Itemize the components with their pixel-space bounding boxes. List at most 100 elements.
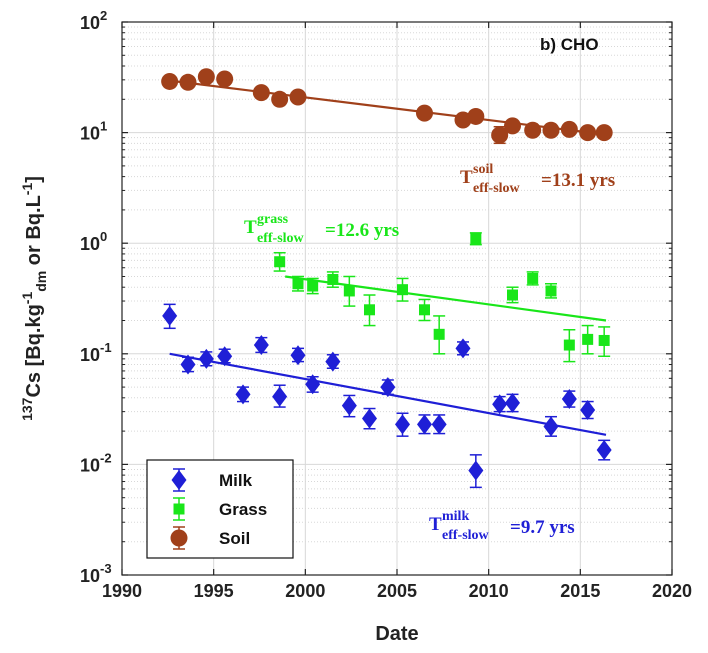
soil-marker (524, 121, 542, 139)
annotation-value: =9.7 yrs (510, 517, 575, 538)
milk-point (253, 335, 269, 356)
grass-marker (343, 285, 355, 297)
data-marks (161, 68, 613, 489)
milk-marker (395, 414, 410, 435)
milk-marker (380, 377, 396, 398)
soil-marker (416, 104, 433, 122)
y-tick-label: 10-2 (80, 450, 112, 475)
grass-point (326, 271, 339, 288)
milk-marker (431, 414, 447, 435)
milk-point (380, 377, 396, 398)
grass-point (469, 232, 482, 246)
milk-point (341, 394, 357, 418)
milk-marker (417, 414, 432, 435)
grass-point (545, 282, 557, 299)
milk-point (272, 384, 288, 408)
soil-point (579, 124, 597, 142)
soil-point (416, 104, 433, 122)
grass-marker (545, 285, 557, 297)
annotation-value: =12.6 yrs (325, 220, 399, 241)
x-tick-label: 1995 (194, 581, 234, 601)
soil-point (197, 68, 215, 86)
legend-label-soil: Soil (219, 529, 250, 548)
milk-point (561, 389, 577, 410)
milk-marker (455, 338, 471, 359)
milk-marker (596, 439, 612, 460)
milk-point (217, 346, 233, 367)
milk-point (543, 415, 559, 437)
soil-marker (271, 90, 289, 108)
soil-point (560, 120, 578, 138)
milk-marker (492, 394, 508, 415)
grass-marker (433, 328, 445, 340)
milk-marker (561, 389, 577, 410)
milk-point (290, 345, 306, 366)
y-axis-label: 137Cs [Bq.kg-1dm or Bq.L-1] (19, 176, 49, 421)
grass-marker (397, 284, 408, 296)
soil-point (454, 111, 472, 129)
legend: Milk Grass Soil (146, 459, 294, 559)
milk-point (162, 303, 178, 330)
soil-marker (579, 124, 597, 142)
annotation-sub: eff-slow (473, 181, 521, 196)
soil-marker (491, 126, 509, 144)
soil-marker (179, 73, 197, 91)
x-tick-label: 2005 (377, 581, 417, 601)
y-tick-label: 10-1 (80, 340, 112, 365)
annotation-sub: eff-slow (257, 231, 305, 246)
soil-marker (467, 107, 485, 125)
grass-point (433, 315, 446, 355)
grass-point (292, 275, 304, 292)
legend-marker-grass (173, 503, 185, 515)
milk-point (417, 414, 432, 435)
x-tick-label: 1990 (102, 581, 142, 601)
milk-point (505, 392, 520, 413)
x-tick-label: 2010 (469, 581, 509, 601)
legend-box (146, 459, 294, 559)
milk-marker (253, 335, 269, 356)
milk-point (198, 348, 214, 369)
x-axis-label: Date (375, 623, 418, 645)
soil-marker (197, 68, 215, 86)
grass-marker (527, 272, 539, 284)
axes (121, 21, 673, 576)
grass-point (506, 286, 519, 304)
milk-marker (162, 305, 178, 326)
milk-marker (180, 354, 196, 375)
soil-point (161, 72, 179, 90)
legend-label-grass: Grass (219, 500, 267, 519)
annotation-grass: T (244, 217, 257, 238)
grass-point (306, 277, 319, 295)
panel-label: b) CHO (540, 35, 599, 54)
soil-marker (161, 72, 179, 90)
grass-marker (307, 280, 319, 292)
milk-marker (325, 351, 341, 372)
annotation-milk: T (429, 514, 442, 535)
milk-marker (198, 348, 214, 369)
soil-point (524, 121, 542, 139)
grass-marker (274, 256, 286, 268)
annotation-sup: grass (257, 212, 289, 227)
soil-point (504, 117, 521, 135)
milk-point (395, 412, 410, 437)
grass-marker (563, 339, 575, 351)
grass-point (363, 294, 376, 327)
y-tick-label: 101 (80, 119, 107, 144)
axis-labels: 1990 1995 2000 2005 2010 2015 2020 102 101 100 10-… (19, 8, 692, 645)
milk-point (492, 394, 508, 415)
soil-point (491, 125, 509, 145)
grass-marker (327, 273, 339, 285)
soil-point (179, 73, 197, 91)
milk-point (305, 374, 321, 395)
milk-point (362, 407, 377, 430)
grass-point (598, 326, 611, 358)
milk-point (431, 414, 447, 435)
milk-marker (468, 460, 484, 481)
milk-marker (362, 408, 377, 429)
legend-marker-milk (171, 470, 187, 490)
grass-marker (419, 304, 430, 316)
grass-point (526, 271, 539, 286)
y-tick-label: 102 (80, 8, 107, 33)
milk-point (180, 354, 196, 375)
